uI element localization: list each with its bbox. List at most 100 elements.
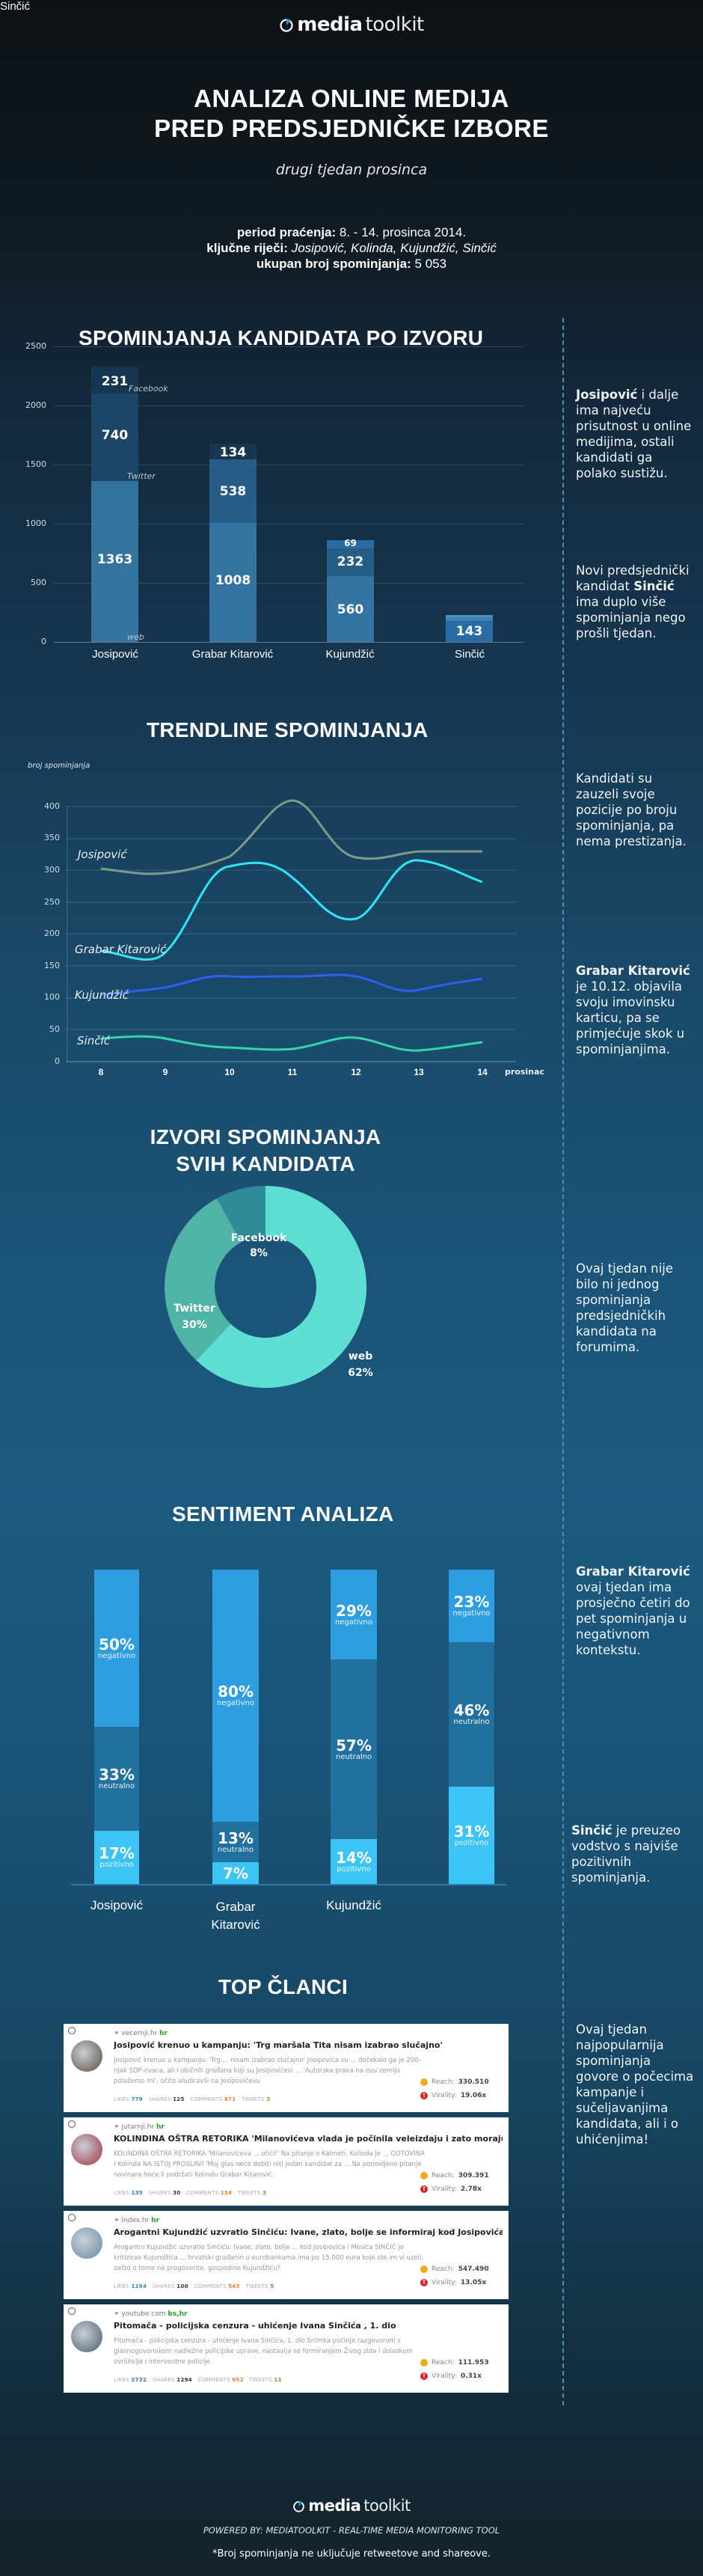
logo-text-light: toolkit xyxy=(365,13,425,36)
bar-twitter-sincic xyxy=(446,617,493,621)
y-tick: 400 xyxy=(44,801,60,811)
article-virality: ! Virality: 0.31x xyxy=(420,2372,482,2380)
article-source[interactable]: ⚭ youtube.com bs,hr xyxy=(114,2310,188,2318)
bar-facebook-grabar xyxy=(209,444,257,459)
bar-value: 1363 xyxy=(96,552,133,567)
series-label-josipovic: Josipović xyxy=(78,848,127,861)
logo-text-bold: media xyxy=(308,2497,361,2515)
y-tick: 150 xyxy=(44,961,60,970)
note-grabar-card: Grabar Kitarović je 10.12. objavila svoj… xyxy=(576,964,690,1056)
x-tick: 8 xyxy=(98,1067,104,1077)
sentiment-negative: 23% negativno xyxy=(449,1570,494,1642)
note-forums: Ovaj tjedan nije bilo ni jednog spominja… xyxy=(576,1261,673,1354)
reach-icon xyxy=(420,2266,428,2273)
period-label: period praćenja: xyxy=(236,225,337,239)
article-stats: LIKES 135 SHARES 30 COMMENTS 154 TWEETS … xyxy=(114,2190,267,2196)
series-label-grabar: Grabar Kitarović xyxy=(75,943,167,956)
x-tick: 14 xyxy=(477,1067,488,1077)
series-label-sincic: Sinčić xyxy=(77,1034,110,1047)
x-tick: 11 xyxy=(287,1067,298,1077)
bar-chart-title: SPOMINJANJA KANDIDATA PO IZVORU xyxy=(79,326,484,349)
bar-chart: 2500 2000 1500 1000 500 0 231 740 1363 F… xyxy=(0,314,524,666)
gridline xyxy=(54,583,524,584)
bar-web-kujundzic xyxy=(327,576,374,642)
footer-logo: media toolkit xyxy=(0,2497,703,2515)
article-thumbnail[interactable] xyxy=(71,2134,102,2165)
donut-slice-twitter xyxy=(165,1198,242,1361)
bar-value: 231 xyxy=(101,374,129,389)
note-grabar-negative: Grabar Kitarović ovaj tjedan ima prosječ… xyxy=(576,1564,690,1657)
bar-value: 560 xyxy=(337,602,364,617)
y-tick: 300 xyxy=(44,865,60,875)
bar-value: 538 xyxy=(219,484,247,499)
y-tick: 1000 xyxy=(25,518,46,528)
donut-label-facebook: Facebook 8% xyxy=(230,1232,287,1259)
article-headline[interactable]: KOLINDINA OŠTRA RETORIKA 'Milanovićeva v… xyxy=(114,2134,503,2144)
trend-chart: broj spominjanja 400 350 300 250 200 150… xyxy=(0,756,544,1092)
bar-facebook-josipovic xyxy=(91,367,138,394)
page-subtitle: drugi tjedan prosinca xyxy=(275,162,428,178)
keywords-label: ključne riječi: xyxy=(206,241,288,255)
mediatoolkit-logo-icon xyxy=(293,2500,305,2512)
sentiment-negative: 50% negativno xyxy=(94,1570,139,1727)
sentiment-positive: 14% pozitivno xyxy=(331,1839,377,1884)
article-source[interactable]: ⚭ index.hr hr xyxy=(114,2217,160,2224)
article-card[interactable]: ⚭ vecernji.hr hr Josipović krenuo u kampa… xyxy=(64,2024,509,2112)
virality-icon: ! xyxy=(420,2185,428,2193)
article-virality: ! Virality: 19.06x xyxy=(420,2092,486,2099)
sentiment-positive: 17% pozitivno xyxy=(94,1831,139,1884)
sentiment-bar-josipovic: 50% negativno 33% neutralno 17% pozitivno xyxy=(94,1570,139,1884)
y-tick: 2000 xyxy=(25,400,46,410)
legend-web: web xyxy=(127,632,144,642)
total-label: ukupan broj spominjanja: xyxy=(256,257,411,271)
article-virality: ! Virality: 2.78x xyxy=(420,2185,482,2193)
article-card[interactable]: ⚭ youtube.com bs,hr Pitomača - policijska… xyxy=(64,2304,509,2393)
footer-note: *Broj spominjanja ne uključuje retweetov… xyxy=(212,2548,491,2560)
virality-icon: ! xyxy=(420,2372,428,2380)
x-axis-label: prosinac xyxy=(505,1067,544,1077)
donut-chart xyxy=(165,1186,366,1388)
y-tick: 1500 xyxy=(25,459,46,469)
article-source[interactable]: ⚭ jutarnji.hr hr xyxy=(114,2123,165,2131)
sentiment-x-axis xyxy=(71,1884,506,1885)
note-articles: Ovaj tjedan najpopularnija spominjanja g… xyxy=(576,2022,694,2147)
article-headline[interactable]: Pitomača - policijska cenzura - uhićenje… xyxy=(114,2321,396,2331)
note-sincic-new: Novi predsjednički kandidat Sinčić ima d… xyxy=(576,563,690,640)
donut-label-web: web 62% xyxy=(348,1350,373,1379)
x-label: Josipović xyxy=(90,1898,143,1912)
page-title: ANALIZA ONLINE MEDIJA PRED PREDSJEDNIČKE… xyxy=(0,84,703,144)
article-thumbnail[interactable] xyxy=(71,2040,102,2072)
x-tick: 13 xyxy=(414,1067,424,1077)
article-headline[interactable]: Arogantni Kujundžić uzvratio Sinčiću: Iv… xyxy=(114,2227,503,2237)
article-stats: LIKES 2732 SHARES 1294 COMMENTS 652 TWEE… xyxy=(114,2377,282,2383)
article-stats: LIKES 1194 SHARES 100 COMMENTS 543 TWEET… xyxy=(114,2283,274,2289)
virality-icon: ! xyxy=(420,2279,428,2286)
article-thumbnail[interactable] xyxy=(71,2321,102,2352)
donut-slice-facebook xyxy=(217,1186,265,1243)
sentiment-neutral: 13% neutralno xyxy=(212,1822,259,1862)
article-headline[interactable]: Josipović krenuo u kampanju: 'Trg maršal… xyxy=(114,2040,443,2050)
articles-title: TOP ČLANCI xyxy=(218,1975,349,1998)
article-card[interactable]: ⚭ index.hr hr Arogantni Kujundžić uzvrati… xyxy=(64,2211,509,2299)
y-tick: 200 xyxy=(44,928,60,938)
x-label: Kujundžić xyxy=(326,1898,381,1912)
x-label: Josipović xyxy=(92,648,138,661)
y-tick: 500 xyxy=(31,578,46,587)
article-card[interactable]: ⚭ jutarnji.hr hr KOLINDINA OŠTRA RETORIKA… xyxy=(64,2117,509,2206)
y-axis-label: broj spominjanja xyxy=(28,762,90,770)
info-block: period praćenja: 8. - 14. prosinca 2014.… xyxy=(0,224,703,272)
bar-value: 134 xyxy=(219,445,247,460)
y-tick: 250 xyxy=(44,897,60,907)
sentiment-bar-grabar: 80% negativno 13% neutralno 7% xyxy=(212,1570,259,1884)
article-reach: Reach: 330.510 xyxy=(420,2078,489,2086)
article-thumbnail[interactable] xyxy=(71,2227,102,2259)
bar-value: 232 xyxy=(337,554,364,569)
bar-twitter-josipovic xyxy=(91,394,138,481)
article-stats: LIKES 779 SHARES 125 COMMENTS 671 TWEETS… xyxy=(114,2096,271,2102)
bar-web-grabar xyxy=(209,523,257,642)
reach-icon xyxy=(420,2359,428,2367)
header-logo: media toolkit xyxy=(0,13,703,36)
title-line-2: PRED PREDSJEDNIČKE IZBORE xyxy=(154,114,549,142)
dashed-divider xyxy=(562,318,564,2405)
article-source[interactable]: ⚭ vecernji.hr hr xyxy=(114,2030,168,2037)
